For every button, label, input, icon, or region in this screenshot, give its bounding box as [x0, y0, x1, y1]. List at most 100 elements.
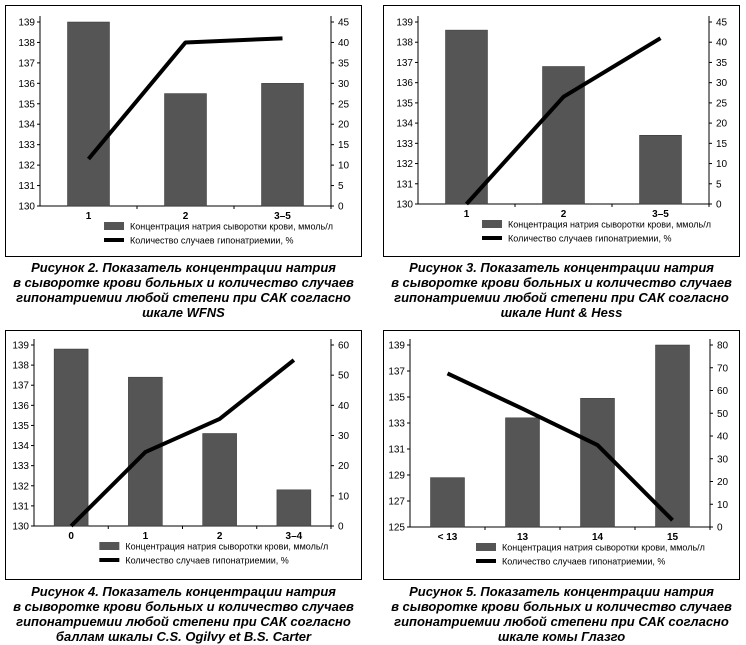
- chart-panel-2: 130 131 132 133 134 135 136 137 138 139 0 5 10 15 20 25…: [5, 5, 362, 257]
- right-tick-label: 35: [338, 58, 350, 69]
- x-tick-label: 3–5: [274, 211, 291, 222]
- left-tick-label: 132: [12, 481, 29, 492]
- right-tick-label: 35: [716, 58, 728, 69]
- bar-4: [655, 344, 690, 528]
- legend-swatch-line: [482, 236, 503, 240]
- legend-swatch-bar: [99, 542, 120, 550]
- right-tick-label: 80: [717, 341, 729, 352]
- right-tick-label: 10: [717, 500, 729, 511]
- left-tick-label: 132: [396, 159, 413, 170]
- left-tick-label: 130: [396, 200, 413, 211]
- left-tick-label: 139: [388, 341, 405, 352]
- right-tick-label: 70: [717, 363, 729, 374]
- bar-4: [276, 489, 312, 527]
- legend-label-bar: Концентрация натрия сыворотки крови, ммо…: [502, 543, 705, 553]
- line-series: [446, 371, 674, 522]
- bar-1: [67, 21, 110, 207]
- caption-line: в сыворотке крови больных и количество с…: [391, 275, 732, 290]
- right-tick-label: 10: [716, 159, 728, 170]
- x-tick-label: 2: [217, 531, 223, 542]
- left-tick-label: 139: [18, 18, 35, 29]
- legend-label-line: Количество случаев гипонатриемии, %: [125, 556, 288, 566]
- right-tick-label: 40: [338, 38, 350, 49]
- x-tick-label: 15: [667, 532, 679, 543]
- caption-line: баллам шкалы C.S. Ogilvy et B.S. Carter: [55, 629, 312, 644]
- right-tick-label: 40: [717, 432, 729, 443]
- x-tick-label: 0: [68, 531, 74, 542]
- right-tick-label: 15: [338, 140, 350, 151]
- legend-swatch-line: [104, 238, 125, 242]
- legend-label-line: Количество случаев гипонатриемии, %: [130, 236, 293, 246]
- legend-label-bar: Концентрация натрия сыворотки крови, ммо…: [130, 222, 333, 232]
- right-tick-label: 0: [716, 200, 722, 211]
- left-tick-label: 139: [12, 341, 29, 352]
- right-tick-label: 45: [716, 18, 728, 29]
- left-tick-label: 138: [396, 38, 413, 49]
- right-tick-label: 30: [338, 79, 350, 90]
- line-series: [69, 358, 296, 528]
- x-tick-label: < 13: [438, 532, 458, 543]
- caption-line: шкале комы Глазго: [497, 629, 626, 644]
- left-tick-label: 131: [18, 181, 35, 192]
- bar-3: [202, 433, 237, 527]
- left-tick-label: 125: [388, 523, 405, 534]
- legend-swatch-line: [99, 558, 120, 562]
- right-tick-label: 40: [338, 401, 350, 412]
- right-tick-label: 20: [717, 477, 729, 488]
- chart-svg: 125 127 129 131 133 135 137 139 0 10 20 30 40 50 60 70 8…: [388, 339, 729, 567]
- right-tick-label: 40: [716, 38, 728, 49]
- x-tick-label: 2: [561, 209, 567, 220]
- right-tick-label: 20: [338, 461, 350, 472]
- right-tick-label: 60: [338, 341, 350, 352]
- caption-line: в сыворотке крови больных и количество с…: [13, 275, 354, 290]
- caption-line: Рисунок 5. Показатель концентрации натри…: [409, 584, 714, 599]
- right-tick-label: 60: [717, 386, 729, 397]
- right-tick-label: 45: [338, 18, 350, 29]
- x-tick-label: 1: [86, 211, 92, 222]
- right-tick-label: 30: [716, 78, 728, 89]
- caption-line: шкале WFNS: [142, 305, 225, 320]
- caption-line: гипонатриемии любой степени при САК согл…: [394, 290, 729, 305]
- figure-caption: Рисунок 2. Показатель концентрации натри…: [5, 260, 362, 320]
- left-tick-label: 134: [396, 119, 413, 130]
- caption-line: в сыворотке крови больных и количество с…: [391, 599, 732, 614]
- figure-caption: Рисунок 3. Показатель концентрации натри…: [383, 260, 740, 320]
- caption-line: шкале Hunt & Hess: [500, 305, 623, 320]
- left-tick-label: 138: [18, 38, 35, 49]
- caption-line: Рисунок 4. Показатель концентрации натри…: [31, 584, 336, 599]
- legend-swatch-bar: [476, 543, 496, 551]
- chart-svg: 1301311321331341351361371381390510152025…: [18, 16, 350, 246]
- legend-label-bar: Концентрация натрия сыворотки крови, ммо…: [508, 220, 711, 230]
- left-tick-label: 131: [388, 445, 405, 456]
- legend-label-line: Количество случаев гипонатриемии, %: [508, 234, 671, 244]
- right-tick-label: 25: [716, 98, 728, 109]
- x-tick-label: 1: [464, 209, 470, 220]
- chart-svg: 1301311321331341351361371381390510152025…: [396, 16, 728, 244]
- right-tick-label: 10: [338, 161, 350, 172]
- bar-3: [580, 398, 615, 528]
- left-tick-label: 136: [12, 401, 29, 412]
- right-tick-label: 20: [716, 119, 728, 130]
- left-tick-label: 138: [12, 361, 29, 372]
- right-tick-label: 5: [716, 179, 722, 190]
- left-tick-label: 135: [396, 98, 413, 109]
- right-tick-label: 15: [716, 139, 728, 150]
- right-tick-label: 30: [338, 431, 350, 442]
- right-tick-label: 50: [338, 371, 350, 382]
- bar-1: [53, 348, 89, 527]
- x-tick-label: 14: [592, 532, 604, 543]
- chart-svg: 1301311321331341351361371381390102030405…: [12, 339, 350, 566]
- left-tick-label: 135: [388, 393, 405, 404]
- left-tick-label: 129: [388, 471, 405, 482]
- legend-swatch-bar: [104, 222, 125, 230]
- caption-line: Рисунок 3. Показатель концентрации натри…: [409, 260, 714, 275]
- bar-1: [430, 477, 465, 528]
- left-tick-label: 137: [18, 58, 35, 69]
- left-tick-label: 127: [388, 497, 405, 508]
- figure-caption: Рисунок 4. Показатель концентрации натри…: [5, 584, 362, 644]
- left-tick-label: 133: [388, 419, 405, 430]
- chart-panel-3: 130 131 132 133 134 135 136 137 138 139 0 5 10 15 20 25…: [383, 5, 740, 257]
- legend-label-bar: Концентрация натрия сыворотки крови, ммо…: [125, 542, 328, 552]
- left-tick-label: 133: [396, 139, 413, 150]
- left-tick-label: 137: [12, 381, 29, 392]
